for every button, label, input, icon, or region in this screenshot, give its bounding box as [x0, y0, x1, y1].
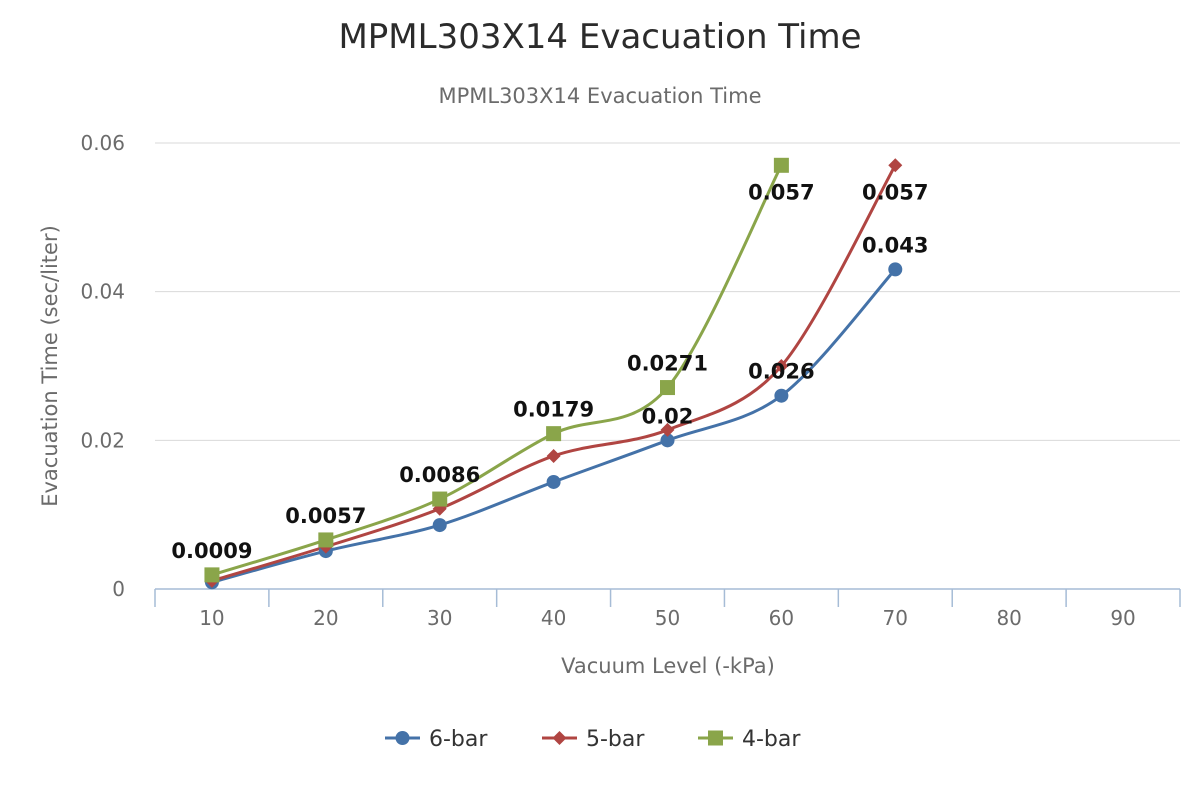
- y-tick-label: 0.06: [80, 131, 125, 155]
- legend-marker-4-bar: [708, 730, 723, 746]
- data-point-4-bar: [546, 426, 562, 442]
- legend-label-5-bar: 5-bar: [586, 727, 645, 752]
- y-tick-label: 0: [112, 577, 125, 601]
- x-tick-label: 50: [655, 606, 680, 630]
- data-point-6-bar: [546, 474, 561, 489]
- data-point-6-bar: [774, 388, 789, 403]
- x-tick-label: 60: [769, 606, 794, 630]
- axes: 0 0.02 0.04 0.06 10 20 30 40 50 60 70 80 90: [80, 131, 1181, 630]
- data-label-4-bar: 0.0086: [399, 463, 480, 487]
- legend-label-4-bar: 4-bar: [742, 727, 801, 752]
- grid: [155, 142, 1180, 441]
- y-tick-label: 0.04: [80, 280, 125, 304]
- x-tick-label: 90: [1110, 606, 1135, 630]
- data-point-6-bar: [660, 433, 675, 448]
- x-tick-label: 40: [541, 606, 566, 630]
- series-layer: [204, 157, 903, 590]
- data-label-4-bar: 0.0271: [627, 352, 708, 376]
- x-tick-label: 10: [199, 606, 224, 630]
- y-axis-title: Evacuation Time (sec/liter): [38, 225, 62, 507]
- data-point-6-bar: [888, 262, 903, 277]
- data-label-6-bar: 0.02: [642, 404, 694, 428]
- data-label-6-bar: 0.043: [862, 233, 928, 257]
- data-label-6-bar: 0.026: [748, 360, 814, 384]
- series-line-6-bar: [210, 267, 897, 584]
- data-point-5-bar: [660, 422, 675, 437]
- x-axis-title: Vacuum Level (-kPa): [561, 654, 775, 678]
- legend-marker-5-bar: [552, 731, 567, 745]
- legend: 6-bar 5-bar 4-bar: [385, 727, 801, 752]
- data-point-5-bar: [774, 359, 789, 373]
- data-label-4-bar: 0.0009: [171, 539, 252, 563]
- x-tick-label: 70: [883, 606, 908, 630]
- data-label-4-bar: 0.057: [748, 180, 814, 204]
- x-tick-label: 80: [996, 606, 1021, 630]
- chart-subtitle: MPML303X14 Evacuation Time: [438, 84, 761, 108]
- y-tick-label: 0.02: [80, 428, 125, 452]
- legend-marker-6-bar: [395, 731, 410, 745]
- data-point-4-bar: [432, 491, 448, 507]
- data-point-5-bar: [888, 158, 903, 173]
- x-tick-label: 30: [427, 606, 452, 630]
- data-point-5-bar: [546, 448, 561, 463]
- data-point-4-bar: [318, 532, 334, 548]
- data-point-6-bar: [432, 518, 447, 533]
- x-tick-label: 20: [313, 606, 338, 630]
- legend-label-6-bar: 6-bar: [429, 727, 488, 752]
- data-label-4-bar: 0.0057: [285, 504, 366, 528]
- data-point-4-bar: [773, 157, 789, 173]
- data-point-4-bar: [660, 380, 675, 396]
- data-labels: 0.02 0.026 0.043 0.057 0.0009 0.0057 0.0086 0.0…: [171, 180, 928, 563]
- data-label-4-bar: 0.0179: [513, 398, 594, 422]
- data-point-4-bar: [204, 567, 220, 583]
- chart-title: MPML303X14 Evacuation Time: [338, 17, 861, 57]
- data-label-5-bar: 0.057: [862, 180, 928, 204]
